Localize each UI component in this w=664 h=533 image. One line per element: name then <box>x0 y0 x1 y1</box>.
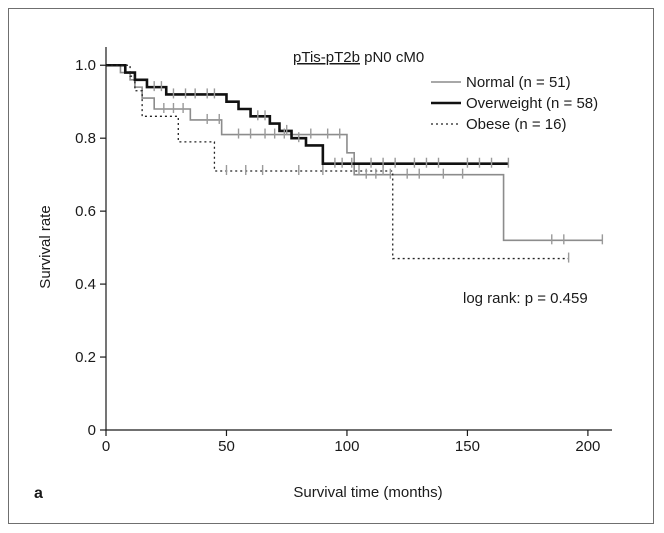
log-rank-annotation: log rank: p = 0.459 <box>463 290 588 307</box>
y-tick-label: 0.8 <box>75 130 96 147</box>
y-tick-label: 0.4 <box>75 276 96 293</box>
chart-title-rest: pN0 cM0 <box>360 49 424 66</box>
series-layer <box>106 63 603 260</box>
x-tick-label: 100 <box>334 438 359 455</box>
y-tick-label: 0.6 <box>75 203 96 220</box>
censor-layer <box>153 81 604 263</box>
x-tick-label: 200 <box>575 438 600 455</box>
series-line-3 <box>106 64 569 260</box>
legend-label-1: Normal (n = 51) <box>466 74 571 91</box>
y-tick-label: 0 <box>88 422 96 439</box>
legend-label-2: Overweight (n = 58) <box>466 95 598 112</box>
axes: 0 50 100 150 200 0 0.2 0.4 0.6 0.8 1.0 <box>75 47 612 455</box>
chart-title: pTis-pT2b pN0 cM0 <box>293 49 424 66</box>
legend: Normal (n = 51) Overweight (n = 58) Obese … <box>431 74 598 133</box>
y-tick-label: 0.2 <box>75 349 96 366</box>
series-line-1 <box>106 64 603 242</box>
x-tick-label: 50 <box>218 438 235 455</box>
panel-label: a <box>34 485 43 502</box>
y-axis-title: Survival rate <box>37 205 54 288</box>
x-tick-label: 150 <box>455 438 480 455</box>
x-axis-title: Survival time (months) <box>293 484 442 501</box>
legend-label-3: Obese (n = 16) <box>466 116 566 133</box>
chart-title-underlined: pTis-pT2b <box>293 49 360 66</box>
figure-frame <box>8 8 654 524</box>
series-line-2 <box>106 63 509 166</box>
y-tick-label: 1.0 <box>75 57 96 74</box>
x-tick-label: 0 <box>102 438 110 455</box>
